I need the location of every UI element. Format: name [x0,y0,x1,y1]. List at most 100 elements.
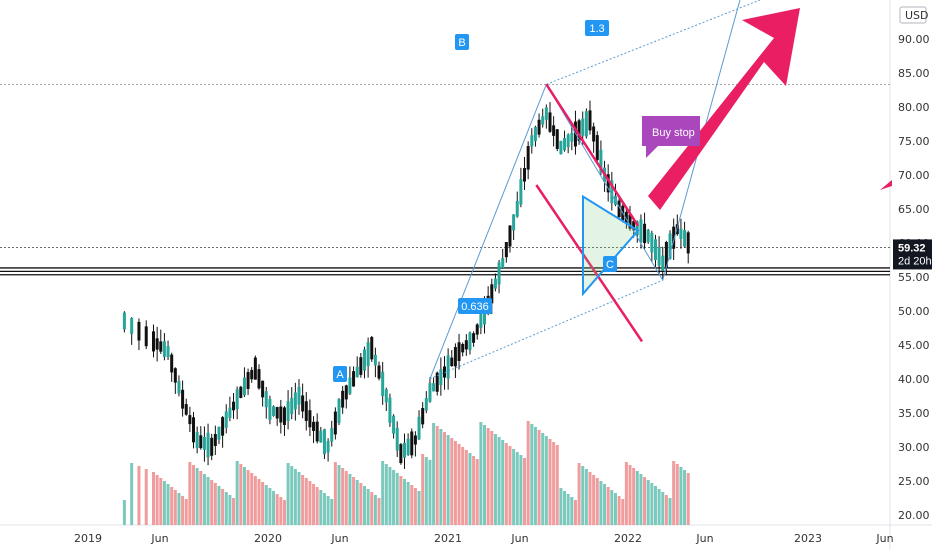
candle [657,236,661,275]
channel-lower[interactable] [535,184,644,343]
candle [468,331,472,355]
last-price-badge [893,239,932,270]
volume-bar [297,472,301,525]
candle [286,390,290,430]
y-tick-label: 40.00 [898,373,930,386]
candle [541,108,545,128]
candle [577,118,581,145]
candle [304,392,308,431]
wave-leg-ab[interactable] [429,84,547,379]
volume-bar [664,495,668,525]
candle [352,366,356,387]
buy-stop-label: Buy stop [652,127,695,139]
volume-bar [199,471,203,525]
volume-bar [468,453,472,525]
candle [512,214,516,241]
volume-bar [461,447,465,525]
volume-bar [261,482,265,525]
volume-bar [501,440,505,525]
candle [159,329,163,354]
currency-label: USD [905,9,929,22]
buy-stop-callout[interactable] [642,116,700,158]
volume-bar [541,433,545,525]
volume-bar [450,438,454,525]
volume-bar [264,485,268,525]
volume-bar [566,494,570,525]
volume-bar [570,497,574,525]
candle [424,391,428,414]
candle [588,100,592,135]
candle [679,218,683,249]
candle [402,433,406,469]
candle [279,399,283,434]
volume-bar [326,496,330,525]
volume-bar [301,475,305,525]
volume-bar [515,452,519,525]
volume-bar [188,462,192,525]
candle [319,426,323,443]
volume-bar [402,479,406,525]
bar-countdown: 2d 20h [898,255,932,267]
candle [232,393,236,419]
channel-upper[interactable] [545,83,640,227]
volume-bar [330,499,334,525]
candle [606,164,610,202]
volume-bar [646,480,650,525]
volume-bar [239,464,243,525]
volume-bar [144,469,148,525]
candle [293,382,297,421]
candle [563,130,567,152]
wave-leg-bc[interactable] [545,84,664,281]
candle [322,428,326,460]
candles-layer [122,100,690,469]
y-tick-label: 80.00 [898,101,930,114]
volume-bar [504,443,508,525]
candle [395,421,399,457]
y-tick-label: 30.00 [898,441,930,454]
volume-bar [672,461,676,525]
volume-bar [548,439,552,525]
volume-bar [337,465,341,525]
volume-bar [457,444,461,525]
candle [246,368,250,395]
currency-badge[interactable] [899,6,927,24]
candle [366,337,370,378]
volume-bar [279,497,283,525]
candle [464,334,468,356]
fib-1.3-badge[interactable] [585,20,609,36]
volume-bar [526,421,530,525]
candle [446,348,450,390]
wave-c-badge[interactable] [603,256,617,272]
candle [526,141,530,180]
volume-bar [155,475,159,525]
fib-0.636-badge[interactable] [458,298,492,314]
target-arrow[interactable] [648,8,800,210]
candle [592,122,596,153]
candle [515,191,519,218]
volume-bar [137,466,141,525]
wave-c-label: C [606,259,614,271]
fib-0.636-label: 0.636 [461,301,489,313]
volume-bar [439,429,443,525]
wave-b-badge[interactable] [455,34,469,50]
candle [457,333,461,370]
x-tick-label: 2020 [254,532,282,545]
candle [537,113,541,138]
candle [501,248,505,270]
candle [337,398,341,426]
volume-bar [166,484,170,525]
candle [122,311,126,333]
wave-a-badge[interactable] [333,366,347,382]
volume-bar [632,468,636,525]
candle [388,393,392,427]
volume-bar [333,462,337,525]
volume-bar [453,441,457,525]
candle [432,377,436,392]
volume-bar [275,494,279,525]
candle [301,383,305,419]
volume-bar [508,446,512,525]
volume-bar [475,459,479,525]
volume-bar [653,486,657,525]
